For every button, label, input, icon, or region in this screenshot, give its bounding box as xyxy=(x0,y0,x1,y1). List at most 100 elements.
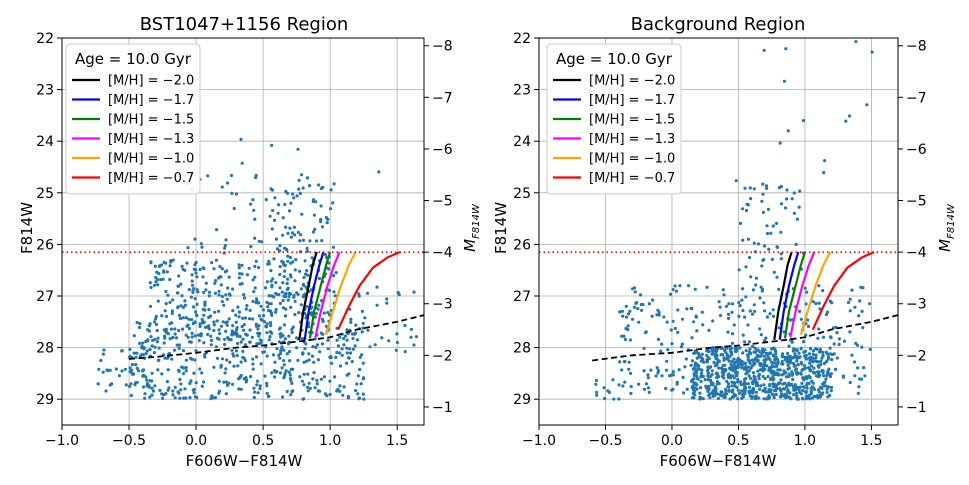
scatter-point xyxy=(634,301,638,305)
scatter-point xyxy=(830,352,835,357)
scatter-point xyxy=(766,396,770,400)
scatter-point xyxy=(750,344,755,348)
scatter-point xyxy=(287,370,291,374)
scatter-point xyxy=(676,330,680,334)
scatter-point xyxy=(795,217,800,221)
scatter-point xyxy=(141,341,145,345)
scatter-point xyxy=(273,196,277,200)
scatter-point xyxy=(721,288,725,292)
scatter-point xyxy=(342,343,346,347)
scatter-point xyxy=(808,347,813,351)
scatter-point xyxy=(829,372,833,376)
x-tick-label: −1.0 xyxy=(522,433,556,449)
scatter-point xyxy=(282,376,286,380)
scatter-point xyxy=(129,382,133,386)
scatter-point xyxy=(717,382,721,386)
scatter-point xyxy=(748,385,752,389)
scatter-point xyxy=(671,288,675,292)
scatter-point xyxy=(787,372,791,376)
scatter-point xyxy=(656,371,660,375)
scatter-point xyxy=(345,351,349,355)
scatter-point xyxy=(234,330,238,334)
scatter-point xyxy=(824,377,828,381)
scatter-point xyxy=(756,242,761,246)
scatter-point xyxy=(237,315,241,319)
scatter-point xyxy=(153,320,157,324)
scatter-point xyxy=(161,277,165,281)
scatter-point xyxy=(149,285,153,289)
scatter-point xyxy=(732,393,737,397)
scatter-point xyxy=(758,350,762,354)
scatter-point xyxy=(346,394,350,399)
scatter-point xyxy=(282,363,286,367)
scatter-point xyxy=(202,290,206,295)
scatter-point xyxy=(741,393,745,397)
scatter-point xyxy=(848,297,852,301)
scatter-point xyxy=(777,326,781,330)
scatter-point xyxy=(336,344,340,348)
scatter-point xyxy=(194,349,198,353)
scatter-point xyxy=(166,332,170,336)
scatter-point xyxy=(101,352,105,356)
scatter-point xyxy=(692,320,696,324)
scatter-point xyxy=(287,209,292,213)
scatter-point xyxy=(642,387,647,391)
scatter-point xyxy=(334,355,338,359)
scatter-point xyxy=(699,359,704,363)
scatter-point xyxy=(238,334,242,339)
x-tick-label: −1.0 xyxy=(45,433,79,449)
scatter-point xyxy=(226,336,230,340)
scatter-point xyxy=(858,299,862,303)
scatter-point xyxy=(258,387,262,391)
scatter-point xyxy=(753,309,757,313)
scatter-point xyxy=(184,316,188,320)
scatter-point xyxy=(213,310,217,314)
scatter-point xyxy=(819,385,823,389)
scatter-point xyxy=(397,293,401,297)
scatter-point xyxy=(714,392,718,396)
scatter-point xyxy=(271,208,275,213)
scatter-point xyxy=(735,371,739,375)
scatter-point xyxy=(760,264,764,268)
scatter-point xyxy=(669,292,673,296)
scatter-point xyxy=(799,317,804,321)
scatter-point xyxy=(861,286,865,290)
scatter-point xyxy=(293,268,297,272)
scatter-point xyxy=(801,385,806,389)
scatter-point xyxy=(349,317,353,321)
right-tick-label: −3 xyxy=(432,297,453,313)
scatter-point xyxy=(797,351,801,355)
scatter-point xyxy=(758,387,762,391)
scatter-point xyxy=(249,375,253,379)
panel-left: BST1047+1156 Region −1.0 −0.5 0.0 0.5 1.0 1.5… xyxy=(18,14,482,470)
scatter-point xyxy=(313,227,317,231)
scatter-point xyxy=(231,324,235,328)
scatter-point xyxy=(145,381,149,386)
scatter-point xyxy=(821,335,826,339)
completeness-curve xyxy=(592,314,899,362)
scatter-point xyxy=(785,188,789,192)
scatter-point xyxy=(284,225,288,229)
scatter-point xyxy=(395,332,399,336)
scatter-point xyxy=(162,393,166,397)
scatter-point xyxy=(365,291,370,295)
scatter-point xyxy=(826,385,831,389)
scatter-point xyxy=(662,315,666,319)
scatter-point xyxy=(214,345,218,349)
scatter-point xyxy=(207,315,211,320)
scatter-point xyxy=(127,384,132,388)
scatter-point xyxy=(795,348,799,352)
scatter-point xyxy=(732,363,736,367)
scatter-point xyxy=(734,346,738,350)
legend-entries: [M/H] = −2.0 [M/H] = −1.7 [M/H] = −1.5 [M/H… xyxy=(72,74,194,186)
scatter-point xyxy=(362,397,366,401)
right-axis-label: MF814W xyxy=(461,203,482,252)
scatter-point xyxy=(156,336,160,340)
scatter-point xyxy=(311,345,315,349)
scatter-point xyxy=(259,362,263,366)
scatter-point xyxy=(281,233,285,237)
scatter-point xyxy=(148,348,152,352)
scatter-point xyxy=(818,395,823,399)
scatter-point xyxy=(292,295,296,299)
